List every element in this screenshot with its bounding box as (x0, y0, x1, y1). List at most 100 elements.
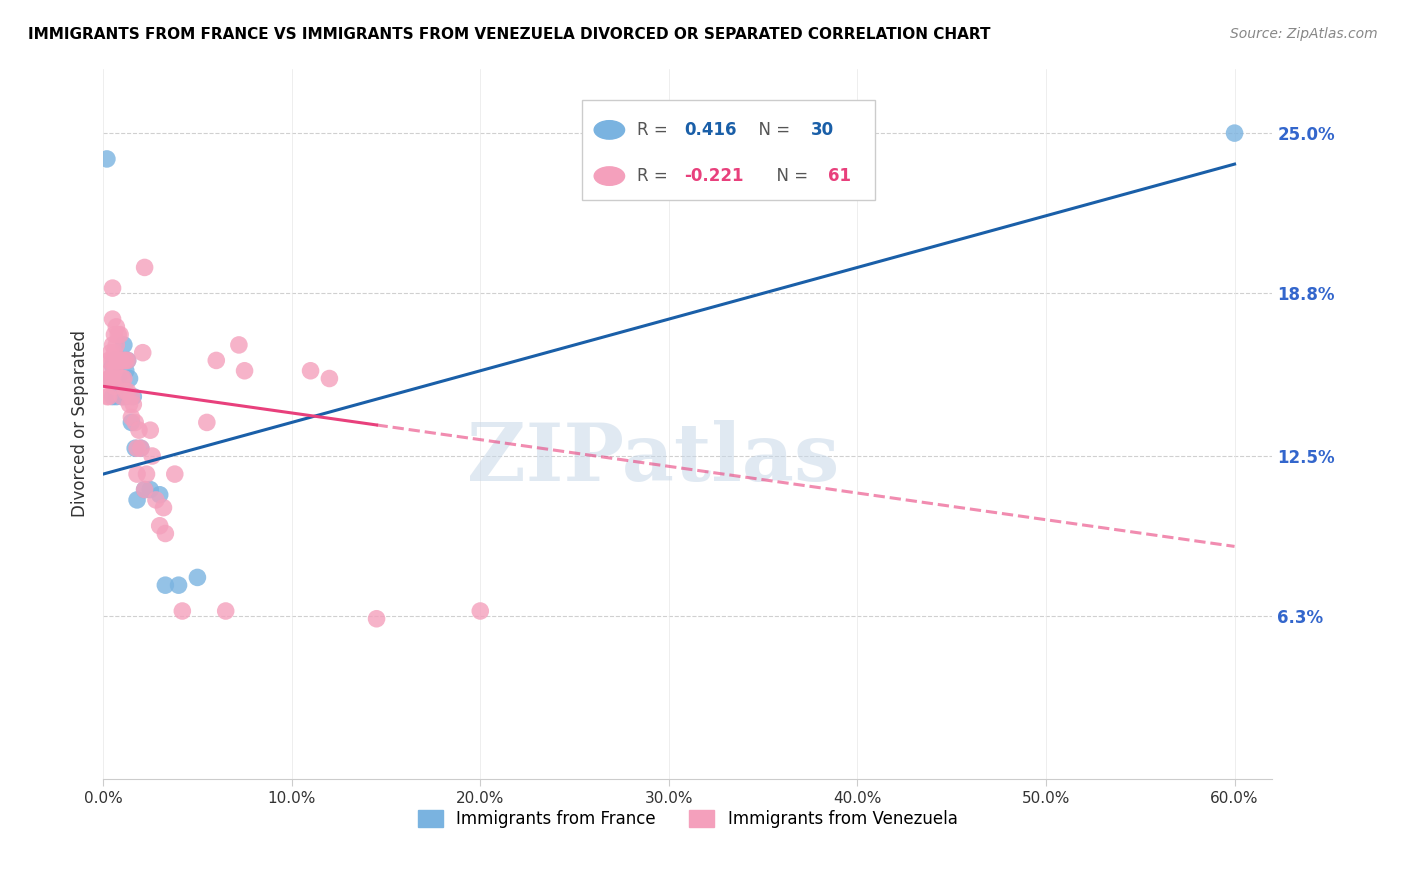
Y-axis label: Divorced or Separated: Divorced or Separated (72, 330, 89, 517)
Point (155, 578, 177, 592)
Point (114, 353, 136, 368)
Point (107, 371, 129, 385)
Point (101, 390, 124, 404)
Point (96, 152, 118, 166)
Point (118, 371, 141, 385)
Text: N =: N = (766, 167, 814, 185)
Point (470, 604, 492, 618)
Point (111, 390, 134, 404)
Point (107, 353, 129, 368)
Text: R =: R = (637, 121, 673, 139)
Point (105, 359, 128, 373)
Point (103, 364, 125, 378)
Point (120, 416, 142, 430)
Point (112, 338, 135, 352)
Point (114, 364, 136, 378)
Point (101, 359, 124, 373)
Point (163, 467, 186, 481)
Point (120, 390, 142, 404)
Point (100, 364, 122, 378)
Point (103, 379, 125, 393)
Point (228, 338, 250, 352)
Point (118, 397, 141, 411)
Point (117, 353, 139, 368)
Text: Source: ZipAtlas.com: Source: ZipAtlas.com (1230, 27, 1378, 41)
FancyBboxPatch shape (582, 101, 875, 200)
Circle shape (595, 167, 624, 186)
Point (100, 345, 122, 359)
Circle shape (595, 120, 624, 139)
Point (107, 327, 129, 342)
Legend: Immigrants from France, Immigrants from Venezuela: Immigrants from France, Immigrants from … (412, 803, 965, 835)
Point (100, 371, 122, 385)
Point (1223, 126, 1246, 140)
Point (149, 518, 172, 533)
Point (96, 390, 118, 404)
Point (105, 338, 128, 352)
Point (120, 410, 142, 425)
Point (107, 353, 129, 368)
Point (103, 353, 125, 368)
Point (112, 371, 135, 385)
Point (152, 500, 174, 515)
Point (186, 570, 208, 584)
Point (122, 390, 145, 404)
Point (139, 423, 162, 437)
Text: 30: 30 (810, 121, 834, 139)
Point (134, 260, 156, 275)
Point (124, 442, 146, 456)
Point (111, 390, 134, 404)
Point (111, 371, 134, 385)
Point (233, 364, 256, 378)
Point (97, 371, 120, 385)
Point (129, 442, 152, 456)
Point (101, 338, 124, 352)
Point (103, 327, 125, 342)
Point (134, 483, 156, 497)
Point (97, 390, 120, 404)
Point (101, 281, 124, 295)
Point (215, 604, 238, 618)
Point (112, 353, 135, 368)
Point (97, 353, 120, 368)
Point (103, 345, 125, 359)
Text: N =: N = (748, 121, 796, 139)
Point (205, 353, 228, 368)
Point (108, 353, 131, 368)
Point (125, 467, 148, 481)
Point (117, 384, 139, 399)
Point (366, 612, 388, 626)
Point (101, 371, 124, 385)
Point (117, 353, 139, 368)
Text: ZIPatlas: ZIPatlas (467, 420, 839, 499)
Point (149, 488, 172, 502)
Point (101, 353, 124, 368)
Point (103, 371, 125, 385)
Point (125, 442, 148, 456)
Point (129, 442, 152, 456)
Point (105, 390, 128, 404)
Point (167, 578, 190, 592)
Point (134, 483, 156, 497)
Point (195, 416, 218, 430)
Point (132, 345, 155, 359)
Point (101, 312, 124, 326)
Point (114, 384, 136, 399)
Point (318, 371, 340, 385)
Point (108, 327, 131, 342)
Point (124, 416, 146, 430)
Point (108, 353, 131, 368)
Text: 0.416: 0.416 (685, 121, 737, 139)
Point (141, 449, 163, 463)
Point (155, 526, 177, 541)
Point (105, 359, 128, 373)
Point (172, 604, 194, 618)
Text: R =: R = (637, 167, 673, 185)
Point (122, 397, 145, 411)
Point (135, 467, 157, 481)
Point (100, 371, 122, 385)
Point (111, 353, 134, 368)
Point (145, 492, 167, 507)
Text: -0.221: -0.221 (685, 167, 744, 185)
Text: 61: 61 (828, 167, 851, 185)
